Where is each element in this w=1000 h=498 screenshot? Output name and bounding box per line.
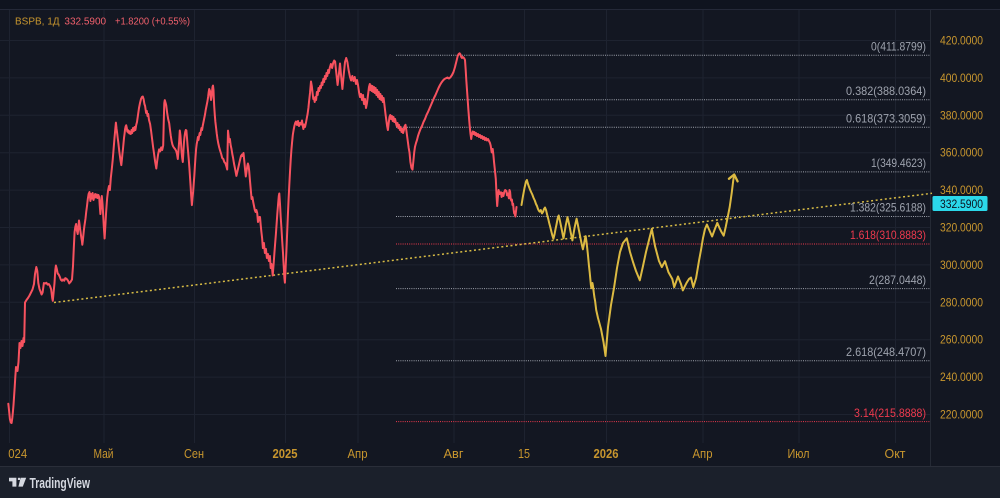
svg-text:1.382(325.6188): 1.382(325.6188) xyxy=(850,201,926,215)
svg-text:Апр: Апр xyxy=(693,447,713,461)
svg-text:2(287.0448): 2(287.0448) xyxy=(869,273,926,287)
svg-text:2025: 2025 xyxy=(273,447,298,461)
svg-text:1.618(310.8883): 1.618(310.8883) xyxy=(850,228,926,242)
svg-text:Сен: Сен xyxy=(184,447,204,461)
svg-text:380.0000: 380.0000 xyxy=(940,108,983,122)
svg-text:+1.8200 (+0.55%): +1.8200 (+0.55%) xyxy=(115,16,190,27)
svg-text:300.0000: 300.0000 xyxy=(940,258,983,272)
svg-text:332.5900: 332.5900 xyxy=(64,16,106,27)
svg-text:Июл: Июл xyxy=(788,447,810,461)
svg-text:420.0000: 420.0000 xyxy=(940,34,983,48)
svg-text:360.0000: 360.0000 xyxy=(940,146,983,160)
svg-text:15: 15 xyxy=(518,447,530,461)
svg-text:240.0000: 240.0000 xyxy=(940,370,983,384)
svg-text:1(349.4623): 1(349.4623) xyxy=(871,156,926,170)
svg-text:0.382(388.0364): 0.382(388.0364) xyxy=(846,84,926,98)
svg-text:2026: 2026 xyxy=(594,447,619,461)
svg-text:340.0000: 340.0000 xyxy=(940,183,983,197)
svg-text:Май: Май xyxy=(94,447,114,461)
svg-text:332.5900: 332.5900 xyxy=(940,197,983,211)
svg-text:Авг: Авг xyxy=(444,447,464,461)
svg-text:2.618(248.4707): 2.618(248.4707) xyxy=(846,345,926,359)
svg-text:024: 024 xyxy=(8,447,27,461)
svg-text:TradingView: TradingView xyxy=(30,475,91,492)
svg-text:3.14(215.8888): 3.14(215.8888) xyxy=(854,406,926,420)
svg-text:260.0000: 260.0000 xyxy=(940,333,983,347)
svg-text:0(411.8799): 0(411.8799) xyxy=(871,39,926,53)
svg-text:400.0000: 400.0000 xyxy=(940,71,983,85)
svg-text:Окт: Окт xyxy=(885,447,906,461)
svg-text:BSPB, 1Д: BSPB, 1Д xyxy=(15,16,60,27)
svg-text:0.618(373.3059): 0.618(373.3059) xyxy=(846,112,926,126)
svg-text:320.0000: 320.0000 xyxy=(940,221,983,235)
svg-text:220.0000: 220.0000 xyxy=(940,408,983,422)
svg-text:Апр: Апр xyxy=(348,447,368,461)
svg-text:280.0000: 280.0000 xyxy=(940,295,983,309)
